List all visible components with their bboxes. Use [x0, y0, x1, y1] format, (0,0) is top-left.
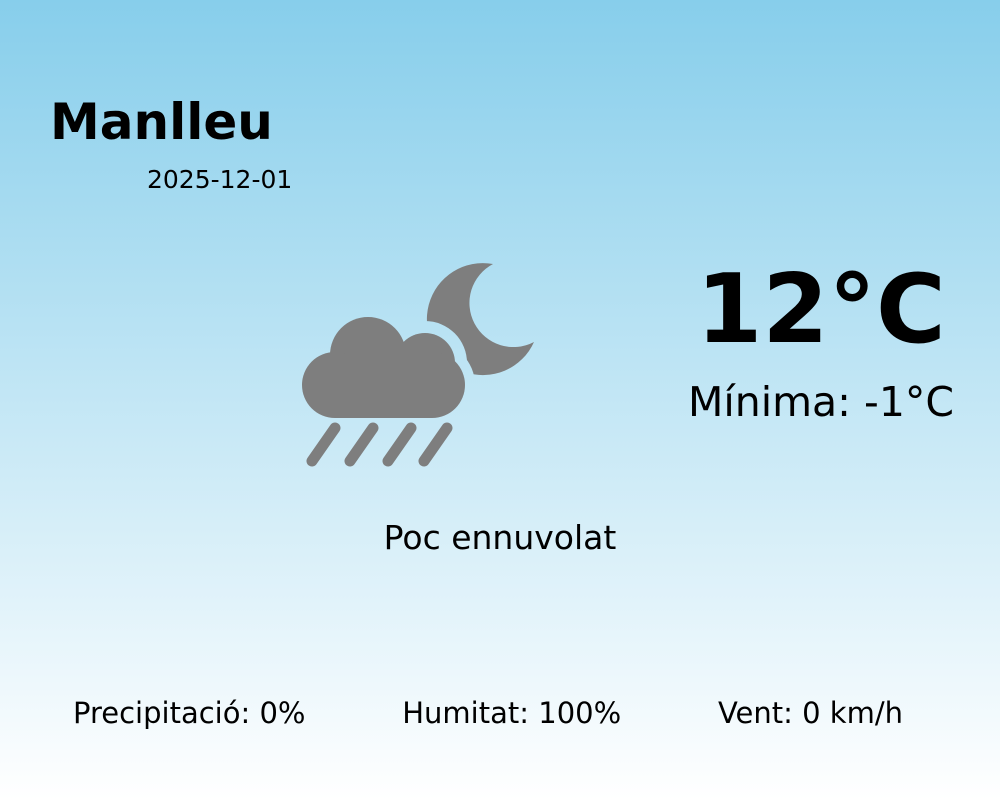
- details-row: Precipitació: 0% Humitat: 100% Vent: 0 k…: [0, 699, 1000, 728]
- minimum-temperature: Mínima: -1°C: [687, 378, 955, 426]
- humidity-stat: Humitat: 100%: [402, 696, 622, 730]
- cloud-shape: [302, 317, 465, 418]
- current-temperature: 12°C: [696, 255, 946, 365]
- moon-crescent: [426, 263, 534, 376]
- weather-condition: Poc ennuvolat: [383, 518, 617, 557]
- wind-stat: Vent: 0 km/h: [717, 696, 903, 730]
- location-name: Manlleu: [50, 93, 273, 151]
- forecast-date: 2025-12-01: [147, 165, 293, 194]
- rain-dashes: [306, 422, 453, 467]
- cloud-moon-rain-icon: [302, 263, 534, 467]
- precipitation-stat: Precipitació: 0%: [73, 696, 306, 730]
